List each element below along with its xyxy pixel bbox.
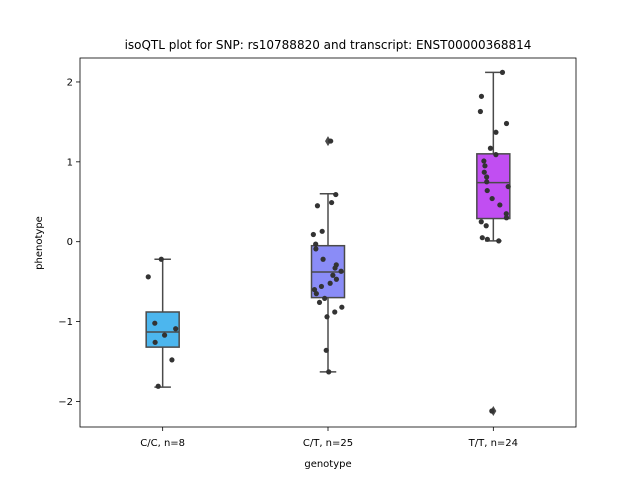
y-tick-label: 0: [67, 237, 73, 248]
data-point: [145, 274, 151, 280]
x-ticks: C/C, n=8 C/T, n=25 T/T, n=24: [140, 427, 518, 449]
data-point: [489, 195, 495, 202]
data-point: [320, 256, 326, 262]
data-point: [152, 339, 158, 345]
y-ticks: −2 −1 0 1 2: [58, 77, 80, 408]
data-point: [318, 283, 325, 290]
data-point: [310, 231, 316, 238]
data-point: [503, 211, 509, 217]
data-point: [333, 191, 339, 198]
data-point: [326, 369, 332, 375]
box-1: [310, 136, 346, 373]
chart-title: isoQTL plot for SNP: rs10788820 and tran…: [125, 38, 532, 52]
x-tick-label: C/T, n=25: [303, 438, 353, 449]
data-point: [161, 332, 168, 338]
data-point: [169, 357, 175, 363]
data-point: [483, 223, 489, 229]
y-tick-label: 2: [67, 77, 73, 88]
data-point: [333, 276, 340, 282]
y-tick-label: −2: [58, 397, 73, 408]
data-point: [158, 256, 164, 262]
data-point: [477, 108, 483, 115]
y-tick-label: −1: [58, 317, 73, 328]
iqr-box: [476, 153, 511, 220]
data-point: [324, 314, 330, 320]
outlier-marker: [325, 136, 331, 147]
data-point: [481, 158, 487, 164]
data-point: [484, 179, 490, 185]
data-point: [332, 265, 338, 271]
data-point: [339, 304, 345, 310]
x-tick-label: T/T, n=24: [468, 438, 518, 449]
data-point: [487, 145, 494, 151]
data-point: [330, 272, 336, 278]
data-point: [332, 309, 338, 315]
data-point: [314, 203, 321, 209]
data-point: [489, 408, 495, 414]
data-point: [313, 291, 319, 297]
data-point: [478, 93, 485, 99]
data-point: [478, 219, 484, 225]
data-point: [313, 241, 319, 247]
data-point: [503, 215, 510, 221]
data-point: [319, 228, 325, 234]
data-point: [313, 246, 319, 252]
y-axis-title: phenotype: [34, 216, 45, 270]
points: [145, 69, 511, 414]
data-point: [338, 268, 344, 274]
data-point: [173, 326, 179, 332]
data-point: [327, 280, 333, 286]
data-point: [323, 347, 329, 353]
data-point: [155, 383, 161, 389]
y-tick-label: 1: [67, 157, 73, 168]
data-point: [493, 129, 499, 135]
data-point: [505, 183, 511, 190]
data-point: [496, 238, 502, 244]
data-point: [493, 152, 499, 158]
x-axis-title: genotype: [304, 459, 351, 470]
data-point: [481, 169, 487, 175]
data-point: [328, 138, 334, 144]
boxes: [145, 71, 511, 417]
box-2: [476, 71, 511, 417]
x-tick-label: C/C, n=8: [140, 438, 185, 449]
data-point: [479, 235, 485, 241]
data-point: [482, 163, 488, 169]
data-point: [484, 187, 490, 194]
box-0: [145, 258, 180, 388]
data-point: [152, 320, 158, 326]
data-point: [329, 199, 335, 206]
data-point: [497, 202, 503, 208]
data-point: [503, 120, 510, 127]
data-point: [311, 287, 318, 293]
data-point: [484, 236, 490, 242]
data-point: [499, 69, 506, 75]
data-point: [322, 295, 328, 302]
data-point: [316, 299, 323, 306]
data-point: [484, 174, 490, 180]
